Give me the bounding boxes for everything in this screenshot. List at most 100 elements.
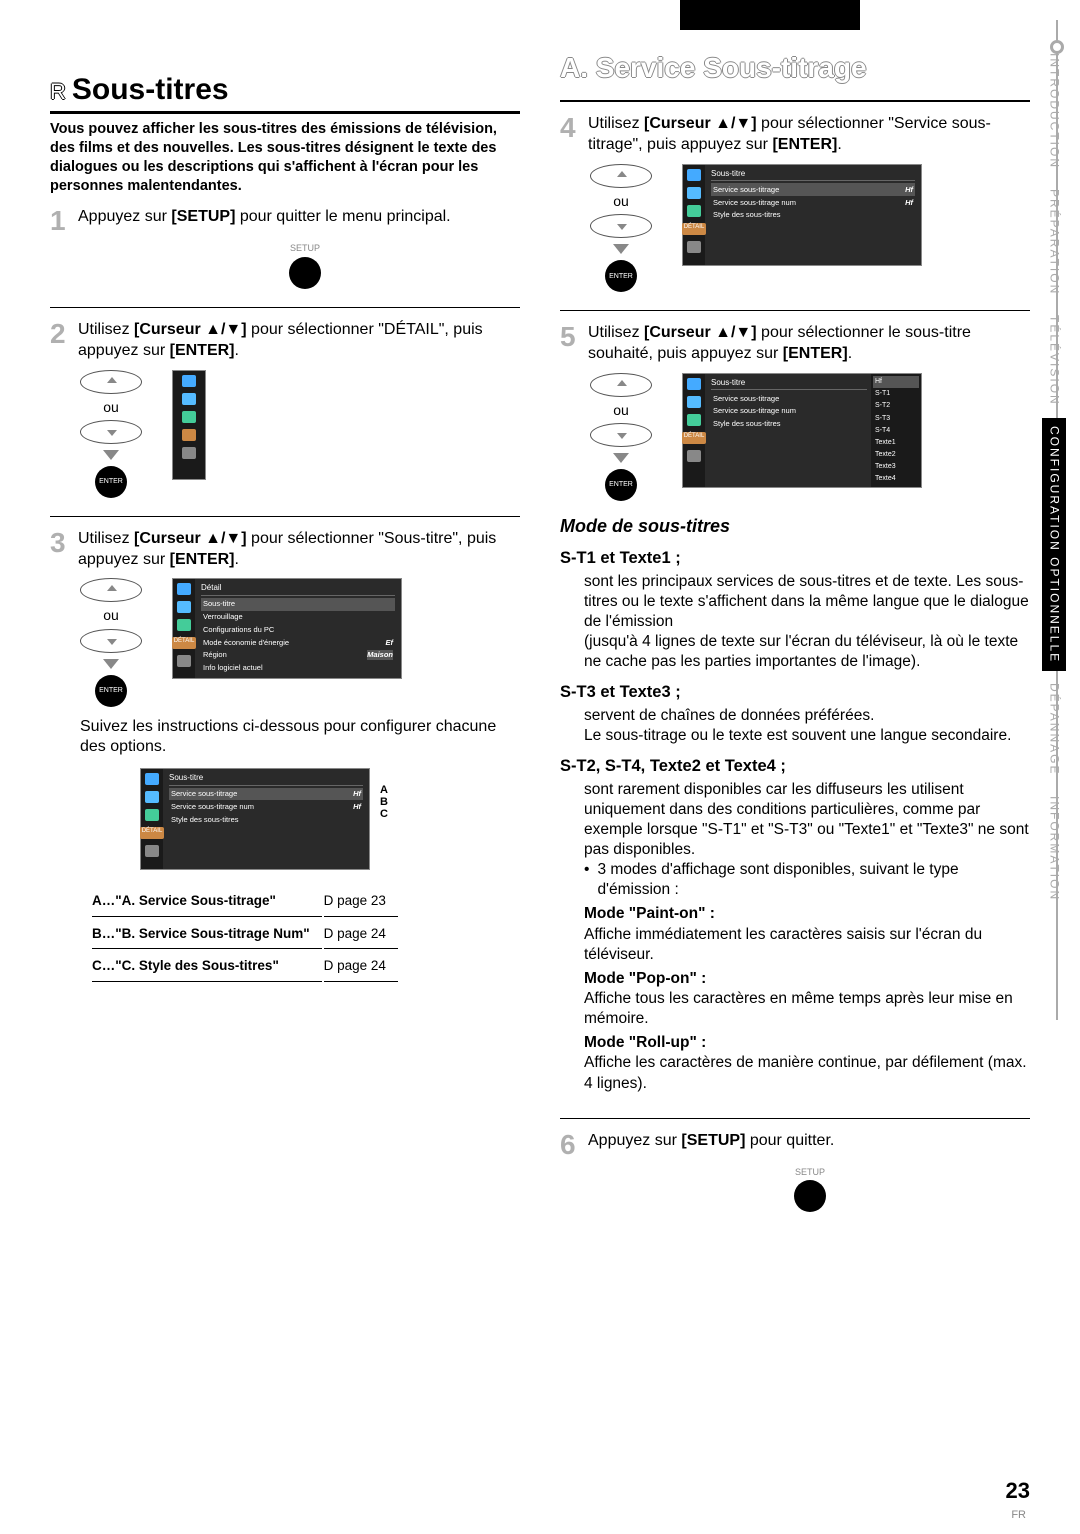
step-text: Utilisez [Curseur ▲/▼] pour sélectionner…: [78, 529, 520, 571]
st2-heading: S-T2, S-T4, Texte2 et Texte4 ;: [560, 756, 1030, 777]
setup-label: SETUP: [795, 1167, 825, 1179]
menu-panel-5: DÉTAIL Sous-titre Service sous-titrageSe…: [682, 373, 922, 488]
section-title: RSous-titres: [50, 70, 520, 114]
enter-button-icon: ENTER: [95, 466, 127, 498]
menu-body: Détail Sous-titreVerrouillageConfigurati…: [195, 579, 401, 678]
rocker-up-icon: [590, 373, 652, 397]
step-3: 3 Utilisez [Curseur ▲/▼] pour sélectionn…: [50, 529, 520, 571]
rocker-up-icon: [80, 578, 142, 602]
intro-text: Vous pouvez afficher les sous-titres des…: [50, 120, 520, 195]
t: [ENTER]: [170, 551, 235, 568]
menu-option: Texte2: [873, 448, 919, 460]
t: [SETUP]: [681, 1132, 745, 1149]
st3-heading: S-T3 et Texte3 ;: [560, 682, 1030, 703]
menu-row: Configurations du PC: [201, 623, 395, 636]
t: 3 modes d'affichage sont disponibles, su…: [597, 860, 1030, 900]
menu-panel-4: DÉTAIL Sous-titre Service sous-titrageHf…: [682, 164, 922, 266]
rocker-up-icon: [80, 370, 142, 394]
step-text: Appuyez sur [SETUP] pour quitter.: [588, 1131, 1030, 1159]
step-6: 6 Appuyez sur [SETUP] pour quitter.: [560, 1131, 1030, 1159]
mode1-text: Affiche immédiatement les caractères sai…: [584, 925, 1030, 965]
menu-icon: [182, 429, 196, 441]
t: .: [837, 136, 841, 153]
enter-button-icon: ENTER: [605, 469, 637, 501]
menu-row: Style des sous-titres: [711, 209, 915, 222]
menu-panel-icons-only: [172, 370, 206, 480]
detail-icon: DÉTAIL: [172, 637, 197, 649]
detail-icon: DÉTAIL: [682, 223, 707, 235]
menu-icon: [687, 396, 701, 408]
menu-option: Texte3: [873, 460, 919, 472]
followup-text: Suivez les instructions ci-dessous pour …: [80, 717, 520, 759]
t: pour quitter le menu principal.: [235, 208, 450, 225]
menu-icon: [687, 205, 701, 217]
arrow-down-icon: [103, 450, 119, 460]
page-number: 23: [1006, 1477, 1030, 1506]
menu-panel-subtitle: DÉTAIL Sous-titre Service sous-titrageHf…: [140, 768, 370, 870]
t: [Curseur ▲/▼]: [644, 115, 757, 132]
enter-button-icon: ENTER: [95, 675, 127, 707]
menu-option: S-T3: [873, 412, 919, 424]
menu-row: Service sous-titrage num: [711, 405, 867, 418]
remote-control-icon: ou ENTER: [590, 373, 652, 501]
mode2-text: Affiche tous les caractères en même temp…: [584, 989, 1030, 1029]
t: pour quitter.: [745, 1132, 834, 1149]
menu-row: Info logiciel actuel: [201, 662, 395, 675]
side-tab: CONFIGURATION OPTIONNELLE: [1042, 418, 1066, 671]
t: [ENTER]: [783, 345, 848, 362]
menu-body: Sous-titre Service sous-titrageHfService…: [163, 769, 369, 869]
menu-side-icons: [173, 371, 205, 479]
menu-title: Sous-titre: [169, 773, 363, 785]
menu-panel-detail: DÉTAIL Détail Sous-titreVerrouillageConf…: [172, 578, 402, 679]
side-tab: INFORMATION: [1042, 788, 1066, 909]
menu-option: Hf: [873, 376, 919, 388]
t: [ENTER]: [170, 342, 235, 359]
step-number: 1: [50, 207, 78, 235]
t: Utilisez: [588, 115, 644, 132]
menu-body: Sous-titre Service sous-titrageService s…: [705, 374, 921, 487]
ref-row: A…"A. Service Sous-titrage"D page 23: [92, 886, 398, 917]
remote-control-icon: ou ENTER: [80, 370, 142, 498]
remote-control-icon: ou ENTER: [590, 164, 652, 292]
mode1-heading: Mode "Paint-on" :: [584, 904, 1030, 924]
remote-group-5: ou ENTER DÉTAIL Sous-titre Service sous-…: [590, 373, 1030, 501]
menu-row: Sous-titre: [201, 598, 395, 611]
setup-circle-icon: [794, 1180, 826, 1212]
detail-icon: DÉTAIL: [140, 827, 165, 839]
menu-title: Sous-titre: [711, 378, 867, 390]
step-number: 4: [560, 114, 588, 156]
side-tab: PRÉPARATION: [1042, 181, 1066, 303]
menu-icon: [177, 583, 191, 595]
t: [Curseur ▲/▼]: [134, 530, 247, 547]
step-number: 5: [560, 323, 588, 365]
mode3-heading: Mode "Roll-up" :: [584, 1033, 1030, 1053]
left-column: RSous-titres Vous pouvez afficher les so…: [50, 20, 520, 1212]
ou-label: ou: [613, 192, 629, 210]
abc-annotation: A B C: [380, 784, 388, 820]
setup-button-graphic: SETUP: [590, 1167, 1030, 1213]
header-black-box: [680, 0, 860, 30]
rocker-down-icon: [80, 629, 142, 653]
mode2-heading: Mode "Pop-on" :: [584, 969, 1030, 989]
t: Utilisez: [588, 324, 644, 341]
fr-label: FR: [1011, 1509, 1026, 1521]
menu-icon: [687, 378, 701, 390]
ou-label: ou: [103, 398, 119, 416]
remote-control-icon: ou ENTER: [80, 578, 142, 706]
menu-row: Service sous-titrage numHf: [169, 800, 363, 813]
step-text: Utilisez [Curseur ▲/▼] pour sélectionner…: [588, 114, 1030, 156]
mode-heading: Mode de sous-titres: [560, 515, 1030, 538]
setup-button-graphic: SETUP: [90, 243, 520, 289]
setup-circle-icon: [289, 257, 321, 289]
menu-option: Texte1: [873, 436, 919, 448]
remote-group-3: ou ENTER DÉTAIL Détail Sous-titreVerroui…: [80, 578, 520, 706]
menu-row: Service sous-titrageHf: [711, 183, 915, 196]
rocker-down-icon: [80, 420, 142, 444]
menu-title: Sous-titre: [711, 169, 915, 181]
reference-table: A…"A. Service Sous-titrage"D page 23B…"B…: [90, 884, 400, 984]
menu-icon: [145, 809, 159, 821]
t: Utilisez: [78, 530, 134, 547]
menu-icon: [182, 375, 196, 387]
arrow-down-icon: [613, 244, 629, 254]
t: Appuyez sur: [588, 1132, 681, 1149]
